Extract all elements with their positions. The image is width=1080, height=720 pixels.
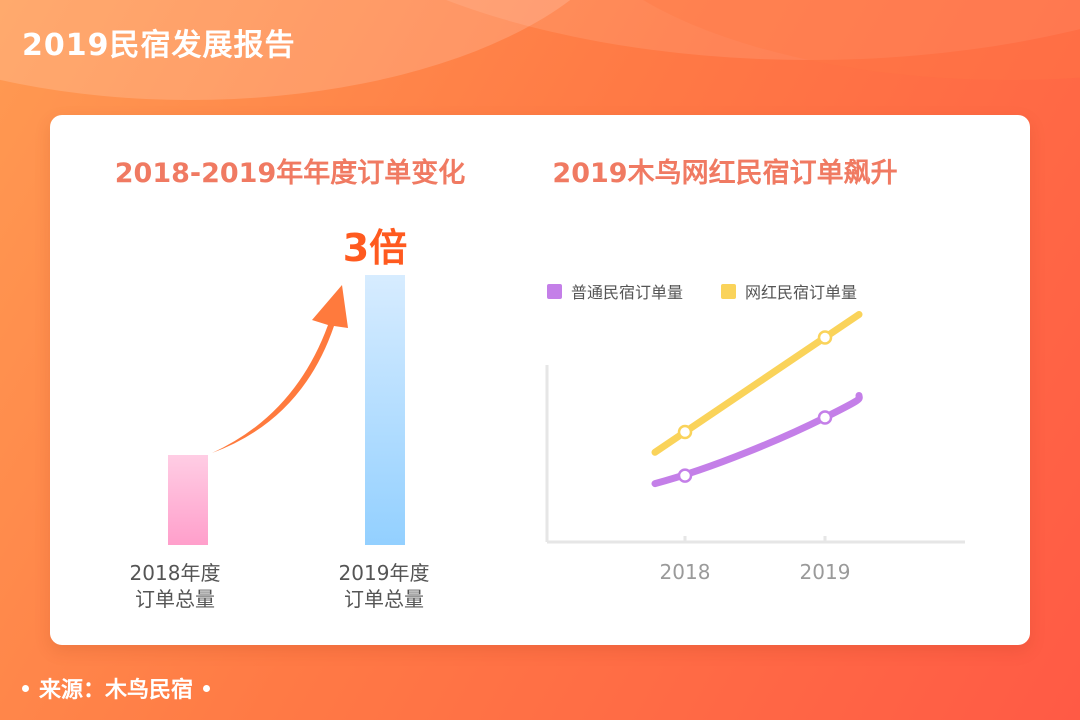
x-tick-label: 2019	[799, 560, 851, 584]
growth-arrow	[212, 285, 348, 453]
bullet-dot	[203, 684, 211, 692]
source-text: 来源：木鸟民宿	[39, 678, 194, 703]
category-line: 订单总量	[135, 587, 215, 611]
data-point	[817, 330, 833, 345]
data-point	[677, 424, 693, 440]
series-line-0	[651, 391, 863, 488]
page-title: 2019民宿发展报告	[22, 28, 296, 63]
growth-annotation: 3倍	[343, 226, 407, 270]
legend-item-influencer: 网红民宿订单量	[721, 279, 857, 303]
data-point	[677, 468, 693, 483]
line-chart	[545, 310, 965, 544]
bar-chart-title: 2018-2019年年度订单变化	[114, 158, 466, 189]
bar-category-label-2019: 2019年度 订单总量	[314, 560, 454, 612]
legend-swatch	[547, 283, 562, 299]
chart-card: 2018-2019年年度订单变化 2019木鸟网红民宿订单飙升 3倍 2018年…	[50, 115, 1030, 645]
bullet-dot	[22, 684, 29, 692]
bar-1	[365, 275, 405, 545]
category-line: 2019年度	[338, 561, 430, 585]
line-chart-title: 2019木鸟网红民宿订单飙升	[552, 158, 898, 189]
data-point	[817, 410, 833, 425]
bar-category-label-2018: 2018年度 订单总量	[105, 560, 245, 612]
category-line: 2018年度	[129, 561, 221, 585]
legend-label: 网红民宿订单量	[745, 283, 858, 302]
category-line: 订单总量	[344, 587, 424, 611]
legend-item-regular: 普通民宿订单量	[547, 279, 683, 303]
source-note: 来源：木鸟民宿	[22, 672, 220, 704]
bar-0	[168, 455, 208, 545]
x-tick-label: 2018	[659, 560, 711, 584]
legend-swatch	[721, 283, 736, 299]
bar-chart: 3倍	[168, 226, 407, 545]
legend-label: 普通民宿订单量	[571, 283, 684, 302]
